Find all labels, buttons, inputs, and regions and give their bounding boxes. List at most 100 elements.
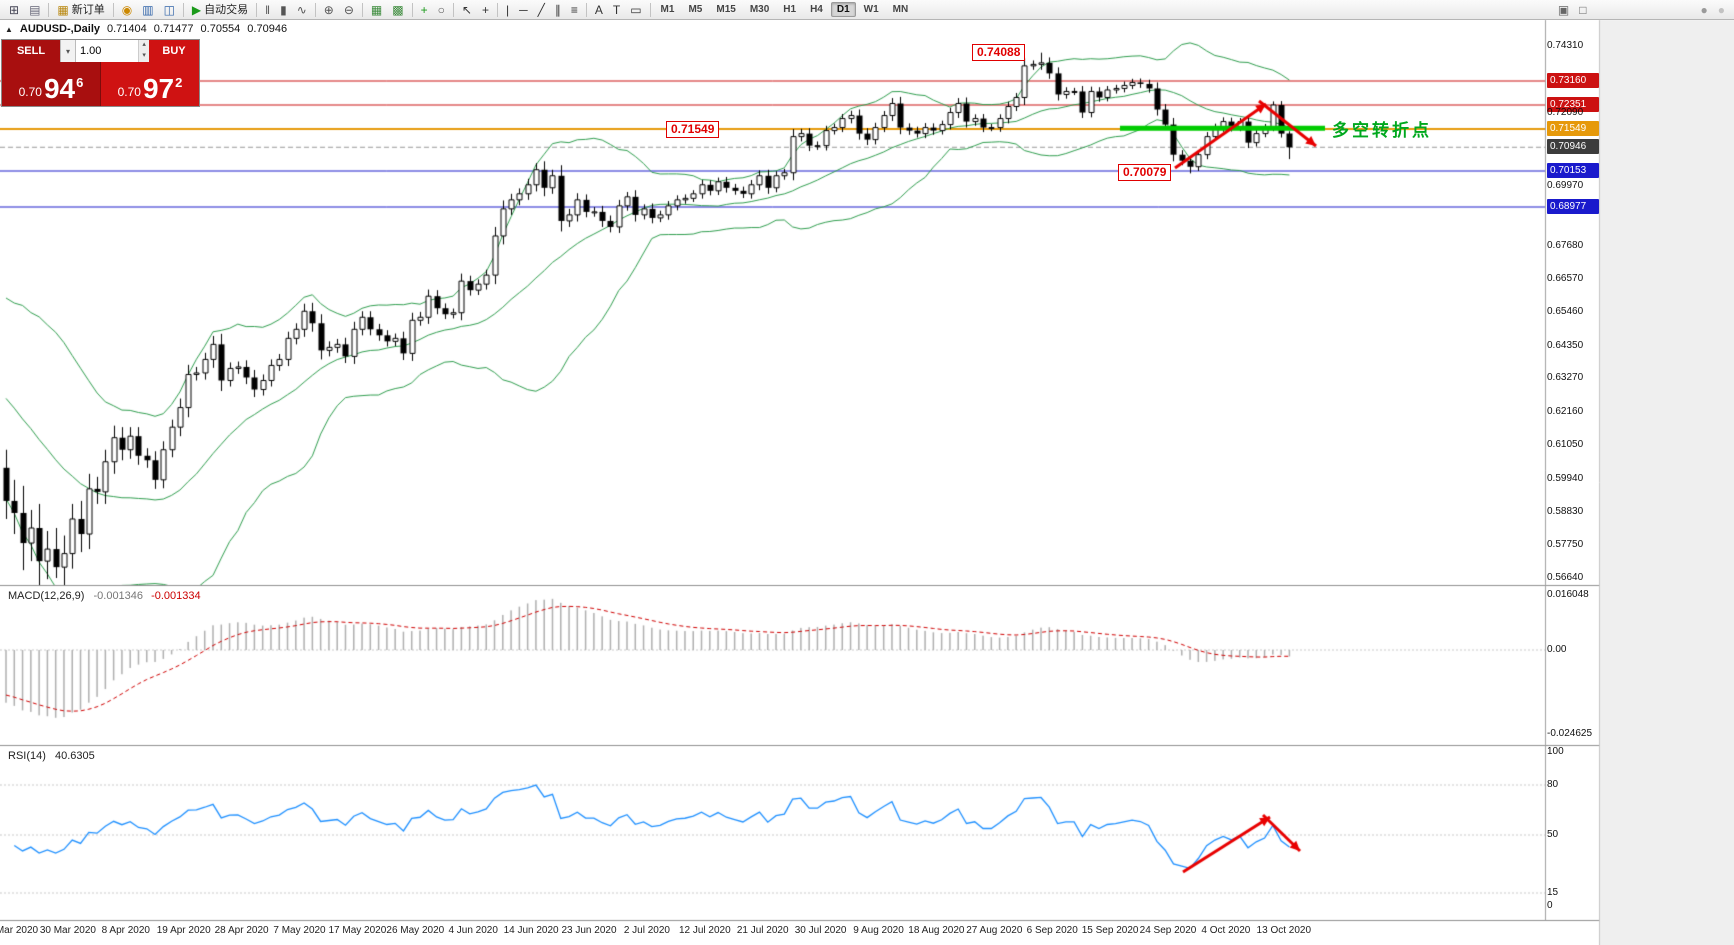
market-watch-icon[interactable]: ▥ xyxy=(138,0,157,19)
channel-icon: ∥ xyxy=(554,2,561,17)
data-window-icon[interactable]: ◫ xyxy=(160,0,179,19)
data-window-icon: ◫ xyxy=(163,2,175,17)
bid-pip: 6 xyxy=(76,75,84,90)
price-axis-label: 0.62160 xyxy=(1547,405,1584,417)
line-chart-icon[interactable]: ∿ xyxy=(293,0,311,19)
buy-button[interactable]: BUY xyxy=(149,40,199,62)
timeframe-button-H4[interactable]: H4 xyxy=(810,4,823,15)
price-annotation-box[interactable]: 0.71549 xyxy=(666,121,720,138)
volume-up-icon[interactable]: ▴ xyxy=(139,40,149,51)
toolbar-separator xyxy=(112,2,114,17)
toolbar-separator xyxy=(452,2,454,17)
price-axis-label: 0.74310 xyxy=(1547,40,1584,51)
timeframe-button-M15[interactable]: M15 xyxy=(716,4,736,15)
horizontal-line-icon: ─ xyxy=(519,2,528,17)
alerts-icon[interactable]: ◉ xyxy=(118,0,136,19)
volume-spinner[interactable]: ▴ ▾ xyxy=(138,40,149,62)
new-order-button[interactable]: ▦ 新订单 xyxy=(53,0,108,19)
status-circle-icon-1: ● xyxy=(1700,2,1708,17)
periods-icon[interactable]: ○ xyxy=(434,0,449,19)
timeframe-button-D1[interactable]: D1 xyxy=(830,2,856,17)
ask-main: 97 xyxy=(142,73,175,104)
status-circle-icon-2[interactable]: ● xyxy=(1714,0,1729,19)
label-icon[interactable]: T xyxy=(609,0,624,19)
date-label: 4 Jun 2020 xyxy=(448,925,498,936)
status-circle-icon-1[interactable]: ● xyxy=(1697,0,1712,19)
rsi-axis-label: 0 xyxy=(1547,900,1553,911)
text-icon[interactable]: A xyxy=(591,0,607,19)
timeframe-button-M1[interactable]: M1 xyxy=(660,4,675,15)
trendline-icon[interactable]: ╱ xyxy=(534,0,549,19)
date-label: 17 May 2020 xyxy=(328,925,387,936)
timeframe-button-W1[interactable]: W1 xyxy=(863,4,879,15)
docking-icon[interactable]: ▣ xyxy=(1554,0,1573,19)
turning-point-note[interactable]: 多空转折点 xyxy=(1332,121,1432,140)
volume-input[interactable] xyxy=(76,40,139,62)
price-axis-label: 0.61050 xyxy=(1547,439,1584,451)
volume-down-icon[interactable]: ▾ xyxy=(139,51,149,62)
tile-windows-icon[interactable]: ▦ xyxy=(367,0,386,19)
rsi-axis-label: 80 xyxy=(1547,779,1559,791)
sell-price-button[interactable]: 0.70 94 6 xyxy=(2,62,101,106)
price-axis-label: 0.73160 xyxy=(1547,72,1599,88)
fibonacci-icon[interactable]: ≡ xyxy=(567,0,582,19)
date-label: 28 Apr 2020 xyxy=(214,925,269,936)
rsi-name: RSI(14) xyxy=(8,750,46,762)
zoom-in-icon[interactable]: ⊕ xyxy=(320,0,338,19)
shapes-icon[interactable]: ▭ xyxy=(626,0,645,19)
price-axis-label: 0.64350 xyxy=(1547,339,1584,351)
popup-window-icon[interactable]: □ xyxy=(1575,0,1590,19)
date-label: 19 Apr 2020 xyxy=(156,925,211,936)
line-chart-icon: ∿ xyxy=(296,2,307,17)
shapes-icon: ▭ xyxy=(630,2,642,17)
rsi-indicator-label: RSI(14) 40.6305 xyxy=(8,750,95,762)
docking-icon: ▣ xyxy=(1557,2,1570,17)
date-label: 14 Jun 2020 xyxy=(503,925,559,936)
macd-axis-label: -0.024625 xyxy=(1547,727,1593,739)
buy-price-button[interactable]: 0.70 97 2 xyxy=(101,62,199,106)
order-type-dropdown[interactable]: ▾ xyxy=(60,40,76,62)
crosshair-icon[interactable]: + xyxy=(478,0,493,19)
toolbar-separator xyxy=(314,2,316,17)
date-label: 12 Jul 2020 xyxy=(678,925,731,936)
price-annotation-box[interactable]: 0.70079 xyxy=(1118,164,1172,181)
toolbar-separator xyxy=(585,2,587,17)
market-watch-icon: ▥ xyxy=(142,2,154,17)
one-click-trading-panel: SELL ▾ ▴ ▾ BUY 0.70 94 6 0.70 97 2 xyxy=(1,39,200,107)
date-label: 26 May 2020 xyxy=(386,925,445,936)
trendline-icon: ╱ xyxy=(537,2,545,17)
macd-name: MACD(12,26,9) xyxy=(8,590,85,602)
date-label: 4 Oct 2020 xyxy=(1201,925,1251,936)
bar-chart-icon[interactable]: ‖ xyxy=(261,0,274,19)
vertical-line-icon[interactable]: | xyxy=(502,0,513,19)
price-annotation-box[interactable]: 0.74088 xyxy=(972,44,1026,61)
candlestick-icon[interactable]: ▮ xyxy=(276,0,291,19)
timeframe-button-M5[interactable]: M5 xyxy=(688,4,703,15)
timeframe-button-H1[interactable]: H1 xyxy=(783,4,797,15)
cursor-icon[interactable]: ↖ xyxy=(458,0,476,19)
sell-button[interactable]: SELL xyxy=(2,40,60,62)
indicators-icon[interactable]: + xyxy=(417,0,432,19)
zoom-out-icon: ⊖ xyxy=(343,2,354,17)
channel-icon[interactable]: ∥ xyxy=(551,0,565,19)
bid-main: 94 xyxy=(43,73,76,104)
toolbar: ⊞ ▤ ▦ 新订单 ◉ ▥ ◫ ▶ 自动交易 ‖ ▮ ∿ ⊕ ⊖ ▦ ▩ + ○ ↖ + | ─ ╱ ∥ ≡ A T ▭ M1 M5 M15… xyxy=(0,0,1734,20)
date-label: 30 Mar 2020 xyxy=(39,925,96,936)
one-click-collapse-icon[interactable]: ▲ xyxy=(5,24,13,34)
price-axis-label: 0.56640 xyxy=(1547,571,1584,583)
date-label: 23 Jun 2020 xyxy=(561,925,617,936)
price-axis-label: 0.71549 xyxy=(1547,121,1599,137)
fibonacci-icon: ≡ xyxy=(570,2,578,17)
date-label: 13 Oct 2020 xyxy=(1256,925,1312,936)
horizontal-line-icon[interactable]: ─ xyxy=(515,0,532,19)
new-chart-icon[interactable]: ⊞ xyxy=(5,0,23,19)
timeframe-button-MN[interactable]: MN xyxy=(892,4,909,15)
zoom-out-icon[interactable]: ⊖ xyxy=(340,0,358,19)
cascade-windows-icon[interactable]: ▩ xyxy=(388,0,407,19)
timeframe-button-M30[interactable]: M30 xyxy=(749,4,770,15)
new-order-button: ▦ xyxy=(57,2,69,17)
autotrading-button[interactable]: ▶ 自动交易 xyxy=(188,0,252,19)
price-axis-label: 0.63270 xyxy=(1547,372,1584,384)
profiles-icon[interactable]: ▤ xyxy=(25,0,44,19)
